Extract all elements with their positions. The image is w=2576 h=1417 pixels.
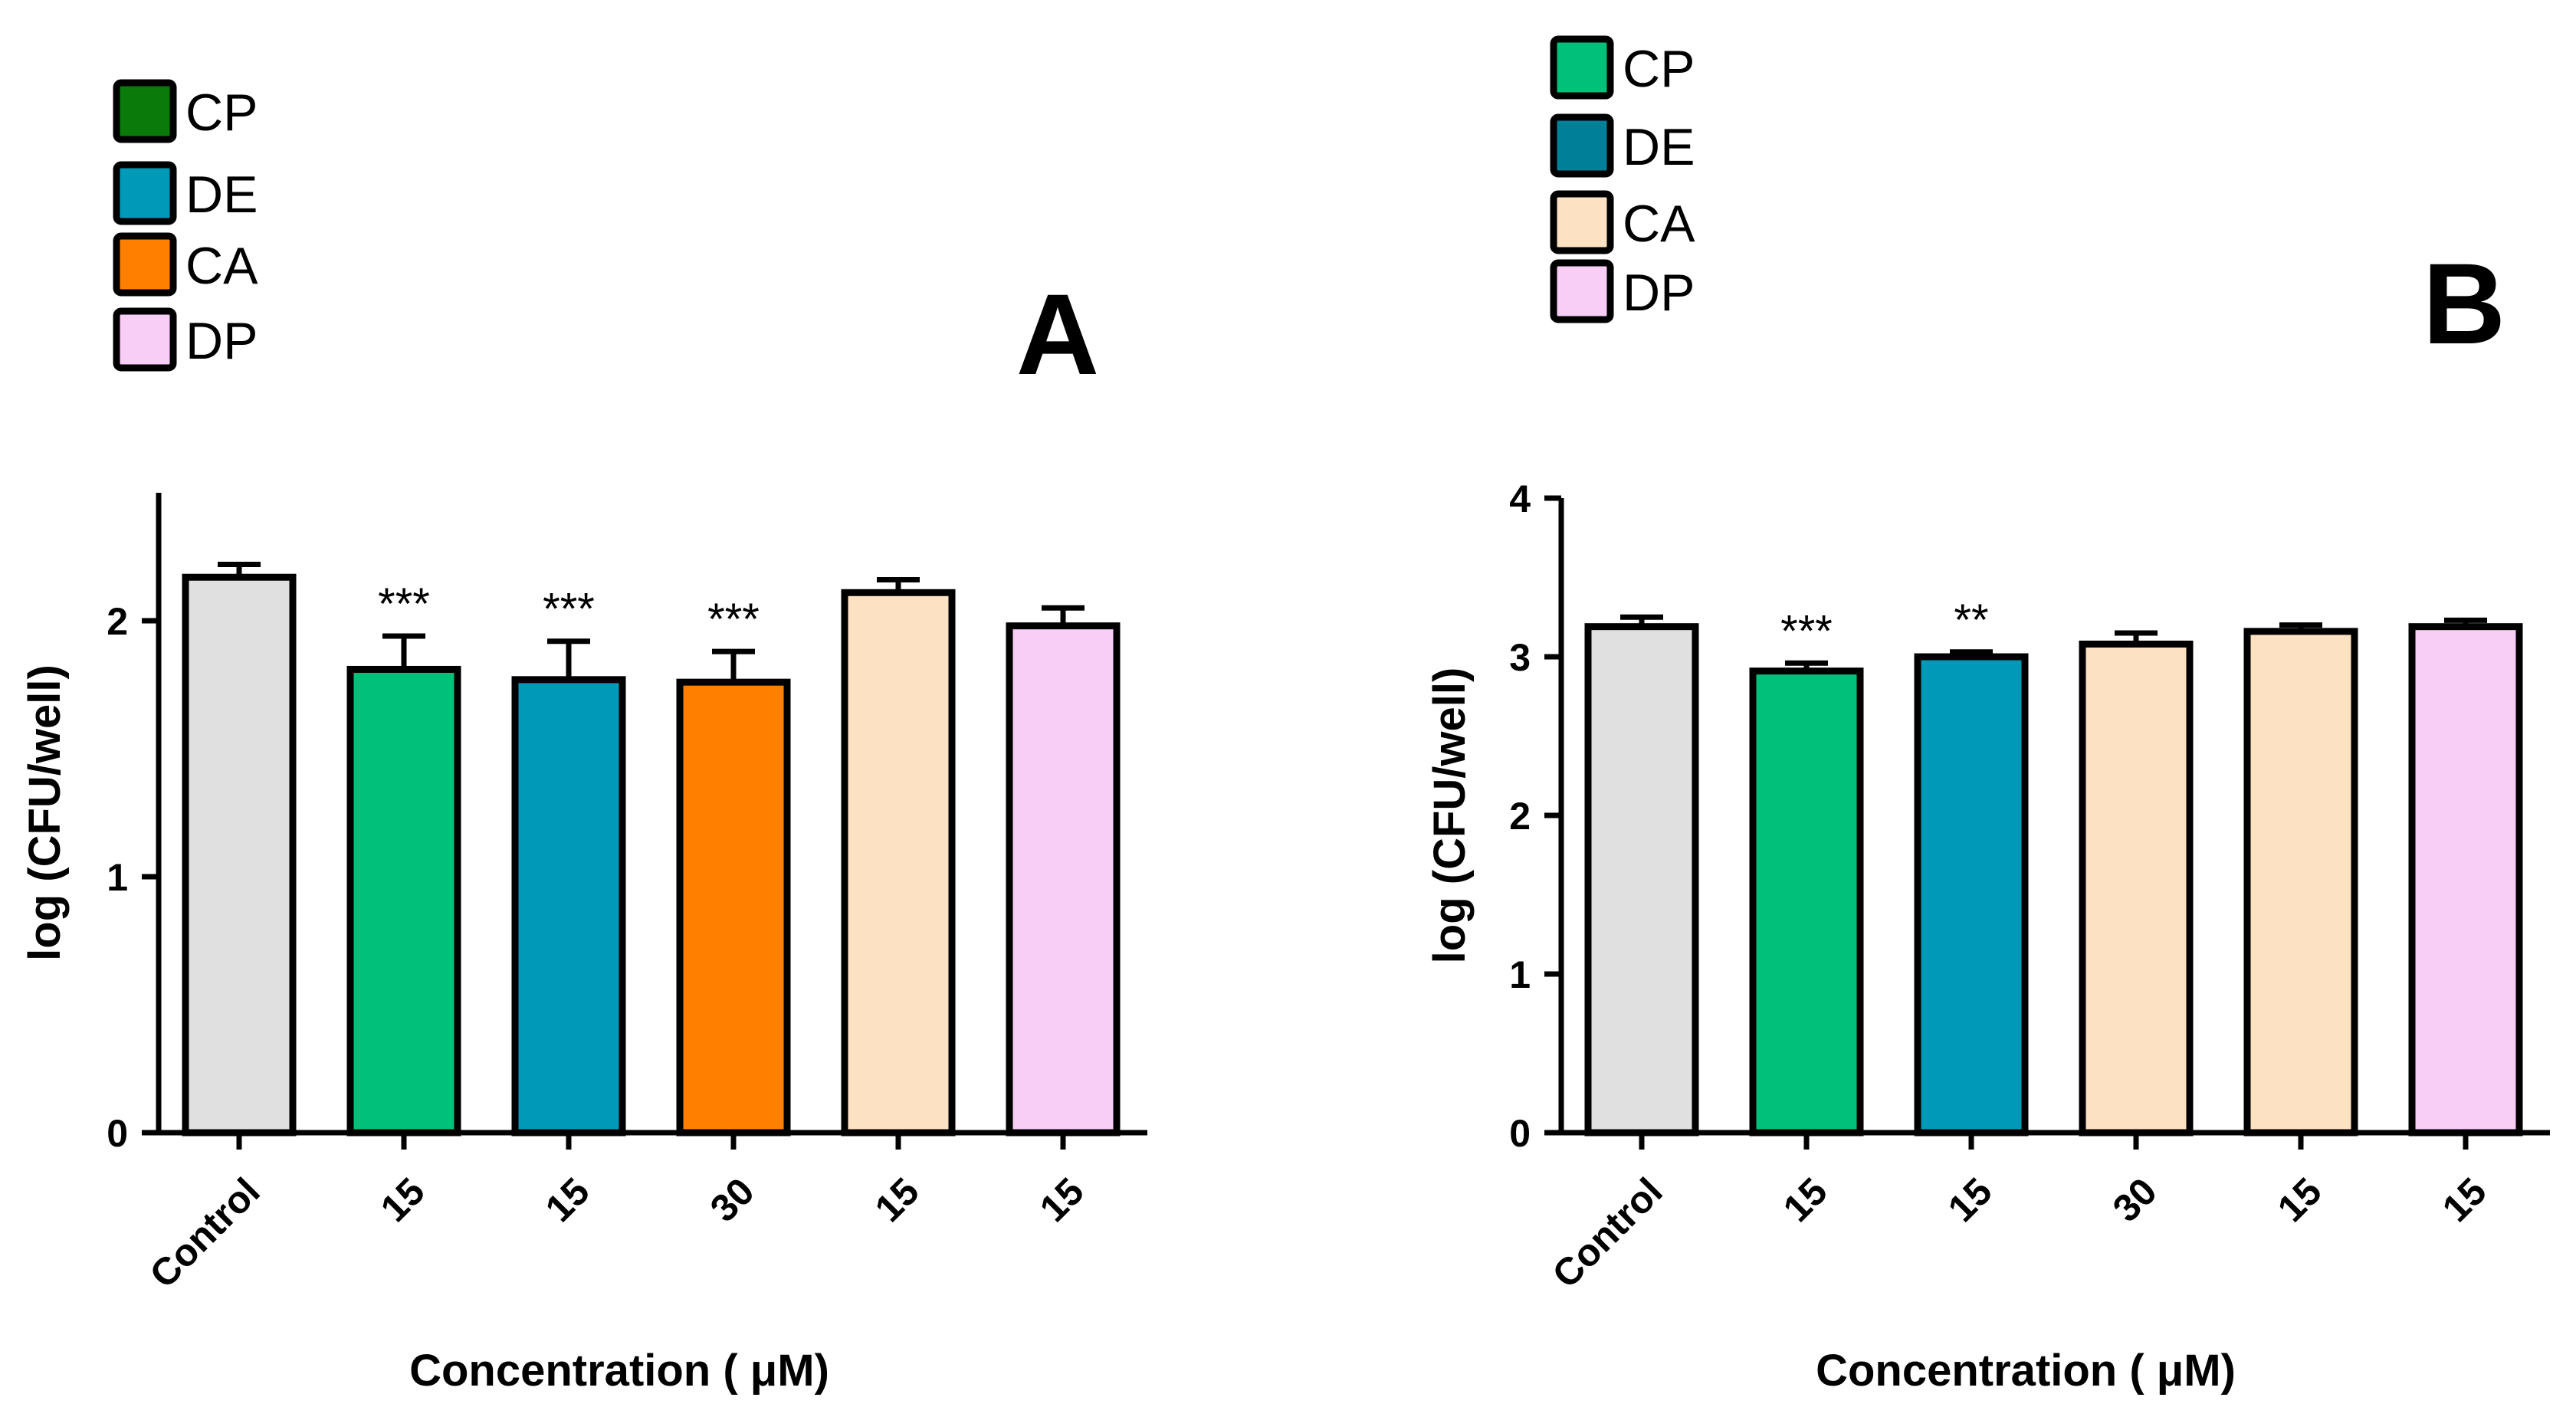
legend-label-de: DE — [1623, 118, 1695, 176]
bar — [2243, 628, 2358, 1137]
x-tick-label: 15 — [2269, 1169, 2330, 1230]
bar — [1584, 623, 1699, 1137]
bar — [676, 678, 791, 1137]
legend-label-de: DE — [185, 166, 258, 224]
legend-swatch-dp — [1550, 259, 1614, 323]
x-tick-label: 15 — [867, 1169, 927, 1230]
x-tick-label: 15 — [1940, 1169, 2000, 1230]
x-tick-label: 15 — [372, 1169, 433, 1230]
panel-b: CP DE CA DP B 0 1 2 3 4 Control *** 15 ** 15 30 15 15 log … — [1425, 35, 2550, 1396]
x-tick-label: 30 — [702, 1169, 763, 1230]
panel-a: CP DE CA DP A 0 1 2 Control *** 15 *** 15 *** 30 15 15 lo… — [20, 79, 1147, 1396]
legend-swatch-ca — [1550, 190, 1614, 254]
y-tick-label: 2 — [1509, 795, 1531, 838]
bar — [1006, 622, 1121, 1137]
legend-swatch-dp — [113, 307, 177, 372]
y-axis-title: log (CFU/well) — [20, 664, 70, 961]
significance-marker: *** — [1780, 606, 1833, 656]
y-axis-title: log (CFU/well) — [1425, 667, 1475, 964]
y-tick-label: 4 — [1509, 477, 1531, 520]
bar — [182, 573, 297, 1137]
y-tick-label: 1 — [1509, 953, 1531, 996]
y-tick-label: 2 — [107, 600, 128, 643]
x-tick-label: 15 — [1775, 1169, 1836, 1230]
x-tick-label: 15 — [2434, 1169, 2495, 1230]
significance-marker: *** — [378, 579, 430, 629]
legend-swatch-cp — [1550, 35, 1614, 100]
y-tick-label: 0 — [107, 1112, 128, 1155]
legend-swatch-de — [1550, 113, 1614, 178]
y-tick-label: 0 — [1509, 1112, 1531, 1155]
legend-label-cp: CP — [1623, 40, 1695, 98]
significance-marker: ** — [1954, 595, 1988, 645]
x-axis-title: Concentration ( μM) — [409, 1346, 829, 1396]
bar — [1749, 667, 1864, 1137]
x-tick-label: 15 — [537, 1169, 598, 1230]
legend-swatch-ca — [113, 232, 177, 297]
legend-label-ca: CA — [185, 237, 258, 295]
bar — [841, 589, 956, 1137]
x-tick-label: 30 — [2105, 1169, 2165, 1230]
panel-letter: A — [1016, 270, 1099, 399]
bar — [346, 665, 461, 1137]
legend-label-ca: CA — [1623, 195, 1695, 253]
bar — [2079, 640, 2194, 1137]
x-tick-label: 15 — [1032, 1169, 1092, 1230]
significance-marker: *** — [707, 595, 760, 645]
y-tick-label: 1 — [107, 856, 128, 899]
bar — [2408, 623, 2523, 1137]
panel-letter: B — [2423, 239, 2505, 368]
legend-label-cp: CP — [185, 84, 258, 142]
bar — [511, 676, 626, 1137]
legend-label-dp: DP — [1623, 264, 1695, 322]
x-tick-label: Control — [1544, 1169, 1671, 1296]
x-tick-label: Control — [142, 1169, 268, 1296]
legend-label-dp: DP — [185, 312, 258, 370]
x-axis-title: Concentration ( μM) — [1816, 1346, 2236, 1396]
y-tick-label: 3 — [1509, 636, 1531, 679]
legend-swatch-cp — [113, 79, 177, 143]
legend-swatch-de — [113, 161, 177, 225]
bar — [1914, 653, 2029, 1137]
significance-marker: *** — [543, 585, 595, 635]
